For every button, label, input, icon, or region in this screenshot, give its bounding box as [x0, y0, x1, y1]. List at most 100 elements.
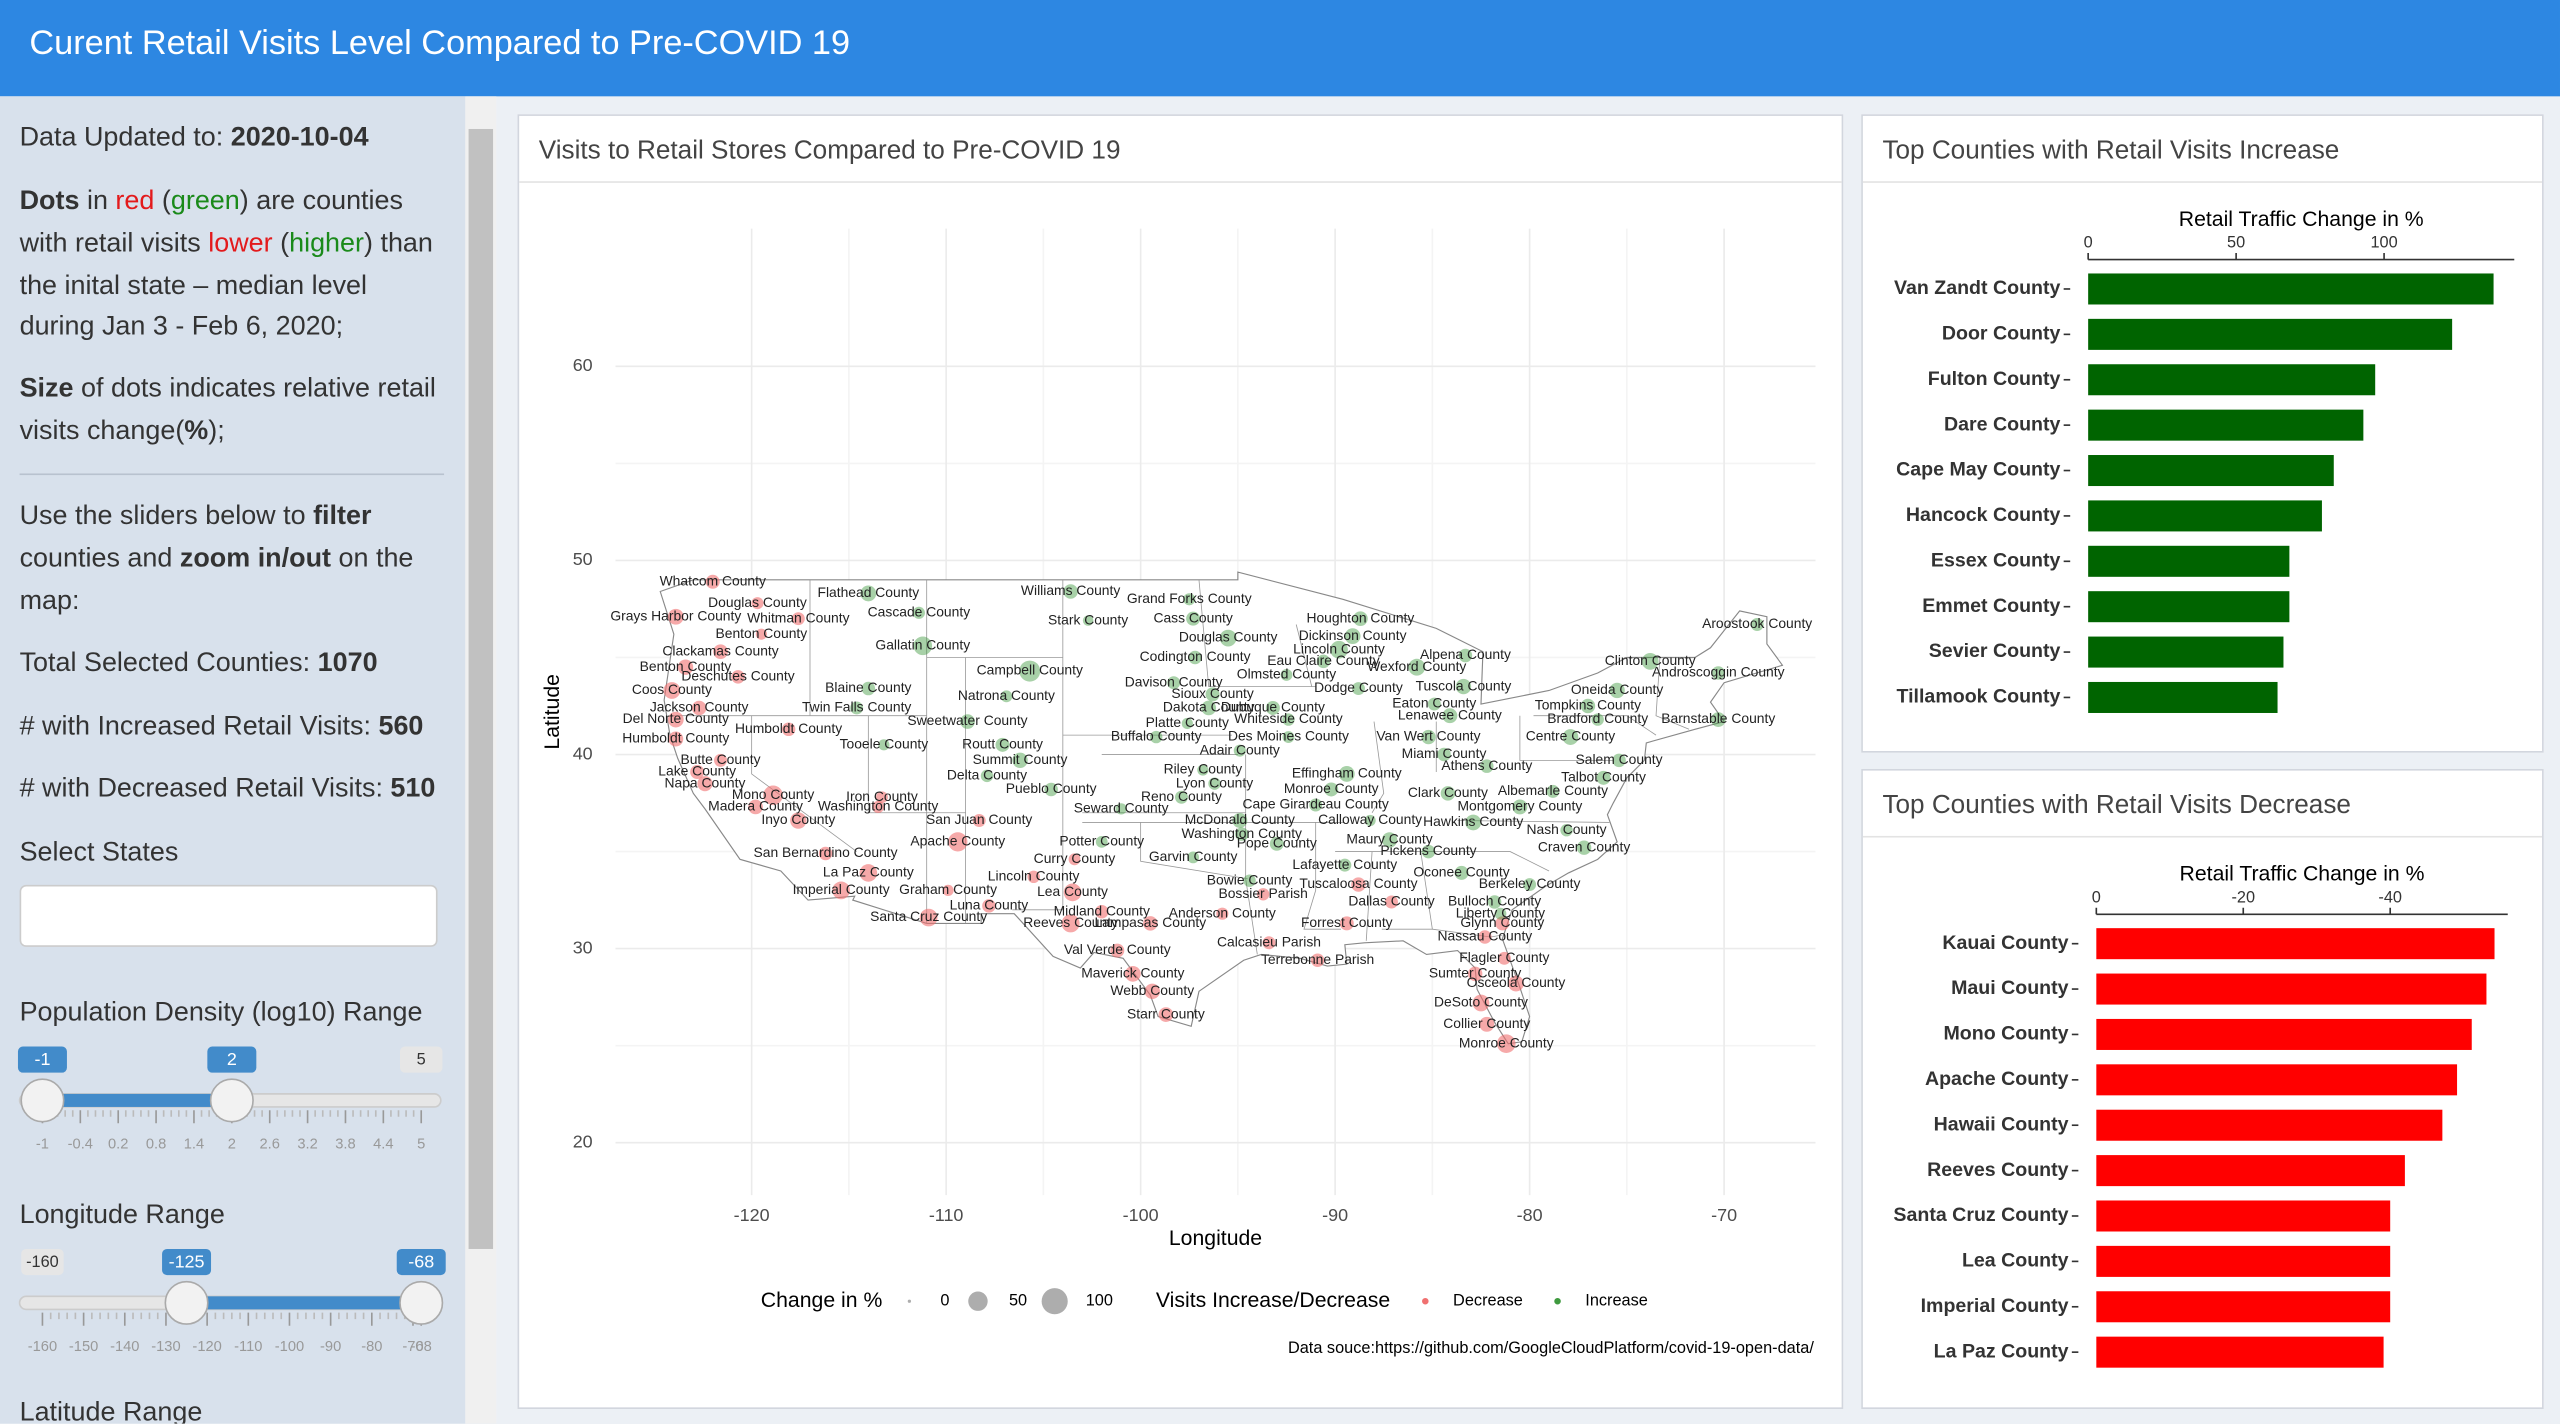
header-title: Curent Retail Visits Level Compared to P… [29, 24, 851, 63]
category-label: Door County [1942, 323, 2061, 345]
state-border [1082, 822, 1248, 880]
county-dot [1351, 682, 1365, 696]
county-dot [1338, 858, 1352, 872]
slider-label: Population Density (log10) Range [19, 997, 423, 1027]
county-label: Miami County [1402, 745, 1487, 761]
slider-handle[interactable] [20, 1078, 65, 1123]
state-border [1198, 579, 1316, 688]
category-label: Kauai County [1942, 932, 2068, 954]
category-label: Essex County [1931, 549, 2061, 571]
category-label: Emmet County [1922, 595, 2060, 617]
slider-tick-label: -140 [110, 1339, 139, 1355]
county-label: Mono County [732, 786, 815, 802]
county-dot [1408, 658, 1426, 676]
slider-value: 2 [227, 1049, 237, 1069]
state-border [1245, 754, 1258, 955]
state-border [1371, 721, 1385, 813]
county-dot [1560, 824, 1573, 837]
stat: # with Decreased Retail Visits: 510 [20, 769, 448, 811]
county-label: Benton County [716, 625, 808, 641]
county-label: Clackamas County [662, 642, 778, 658]
county-label: Napa County [665, 774, 746, 790]
county-dot [1000, 690, 1013, 703]
county-label: Butte County [680, 751, 760, 767]
slider-value-bg [207, 1046, 257, 1073]
legend-title: Visits Increase/Decrease [1156, 1289, 1390, 1312]
county-label: Bradford County [1547, 710, 1648, 726]
slider[interactable]: -160 -150 -140 -130 -120 -110 -100 -90 -80 -70-68… [0, 1244, 465, 1358]
county-label: Inyo County [761, 811, 835, 827]
slider-range [42, 1093, 232, 1107]
county-label: Collier County [1443, 1015, 1530, 1031]
x-tick-label: -70 [1711, 1205, 1737, 1225]
county-dot [1479, 1016, 1495, 1032]
slider-handle[interactable] [209, 1078, 254, 1123]
text: ); [208, 415, 225, 446]
state-border [1365, 851, 1373, 941]
county-dot [1061, 914, 1080, 933]
state-select[interactable] [19, 884, 438, 947]
county-label: Clinton County [1605, 652, 1696, 668]
bar [2096, 1018, 2472, 1050]
bar [2096, 1291, 2391, 1323]
county-label: Douglas County [1179, 629, 1278, 645]
county-label: Nassau County [1437, 928, 1532, 944]
bar [2088, 636, 2284, 668]
county-dot [697, 776, 713, 792]
county-label: Talbot County [1561, 768, 1646, 784]
county-dot [1115, 803, 1127, 815]
county-label: Berkeley County [1479, 875, 1581, 891]
county-label: Cape Girardeau County [1242, 796, 1388, 812]
county-label: Sweetwater County [907, 712, 1027, 728]
county-label: Curry County [1034, 850, 1116, 866]
legend-key [1554, 1297, 1561, 1305]
county-dot [1310, 953, 1325, 968]
slider-value-bg [162, 1248, 212, 1276]
county-label: Maverick County [1081, 965, 1184, 981]
county-dot [919, 908, 938, 927]
bar [2096, 973, 2487, 1005]
county-label: Delta County [947, 767, 1027, 783]
county-dot [1442, 708, 1458, 724]
county-dot [1269, 836, 1284, 851]
scroll-thumb[interactable] [468, 128, 494, 1249]
slider-handle[interactable] [164, 1280, 209, 1325]
county-label: Albemarle County [1498, 782, 1608, 798]
text: of dots indicates relative retail visits… [19, 373, 436, 446]
county-dot [980, 769, 994, 783]
text: in [86, 186, 108, 216]
county-dot [850, 701, 864, 715]
county-label: Aroostook County [1702, 615, 1812, 631]
county-label: Androscoggin County [1652, 664, 1785, 680]
bar [2088, 681, 2278, 713]
slider-tick-label: 0.2 [108, 1136, 128, 1152]
county-label: Dallas County [1348, 893, 1434, 909]
bar [2096, 1064, 2458, 1096]
county-label: Grand Forks County [1127, 590, 1252, 606]
slider-handle[interactable] [399, 1280, 444, 1325]
county-dot [1044, 782, 1058, 797]
county-dot [1523, 878, 1537, 892]
y-axis-title: Latitude [541, 674, 564, 750]
county-label: Luna County [950, 897, 1029, 913]
county-label: Sumter County [1429, 965, 1522, 981]
county-dot [1711, 666, 1726, 680]
county-label: Grays Harbor County [610, 607, 741, 623]
county-dot [1421, 729, 1436, 745]
county-dot [1472, 994, 1490, 1012]
county-label: Glynn County [1460, 914, 1544, 930]
slider-tick-label: -1 [36, 1136, 49, 1152]
county-label: Lampasas County [1094, 914, 1206, 930]
county-label: Oconee County [1413, 864, 1509, 880]
county-label: Dodge County [1314, 679, 1403, 695]
county-label: Cass County [1153, 609, 1232, 625]
slider-value-bg [17, 1046, 67, 1073]
county-label: Maury County [1346, 831, 1432, 847]
slider[interactable]: -1-0.40.20.81.422.63.23.84.45-15-12 [0, 1042, 465, 1156]
county-dot [668, 731, 684, 747]
county-dot [860, 585, 877, 602]
scrollbar[interactable] [465, 96, 497, 1424]
state-border [1335, 851, 1550, 872]
category-label: Tillamook County [1897, 686, 2061, 708]
county-label: Humboldt County [622, 730, 729, 746]
